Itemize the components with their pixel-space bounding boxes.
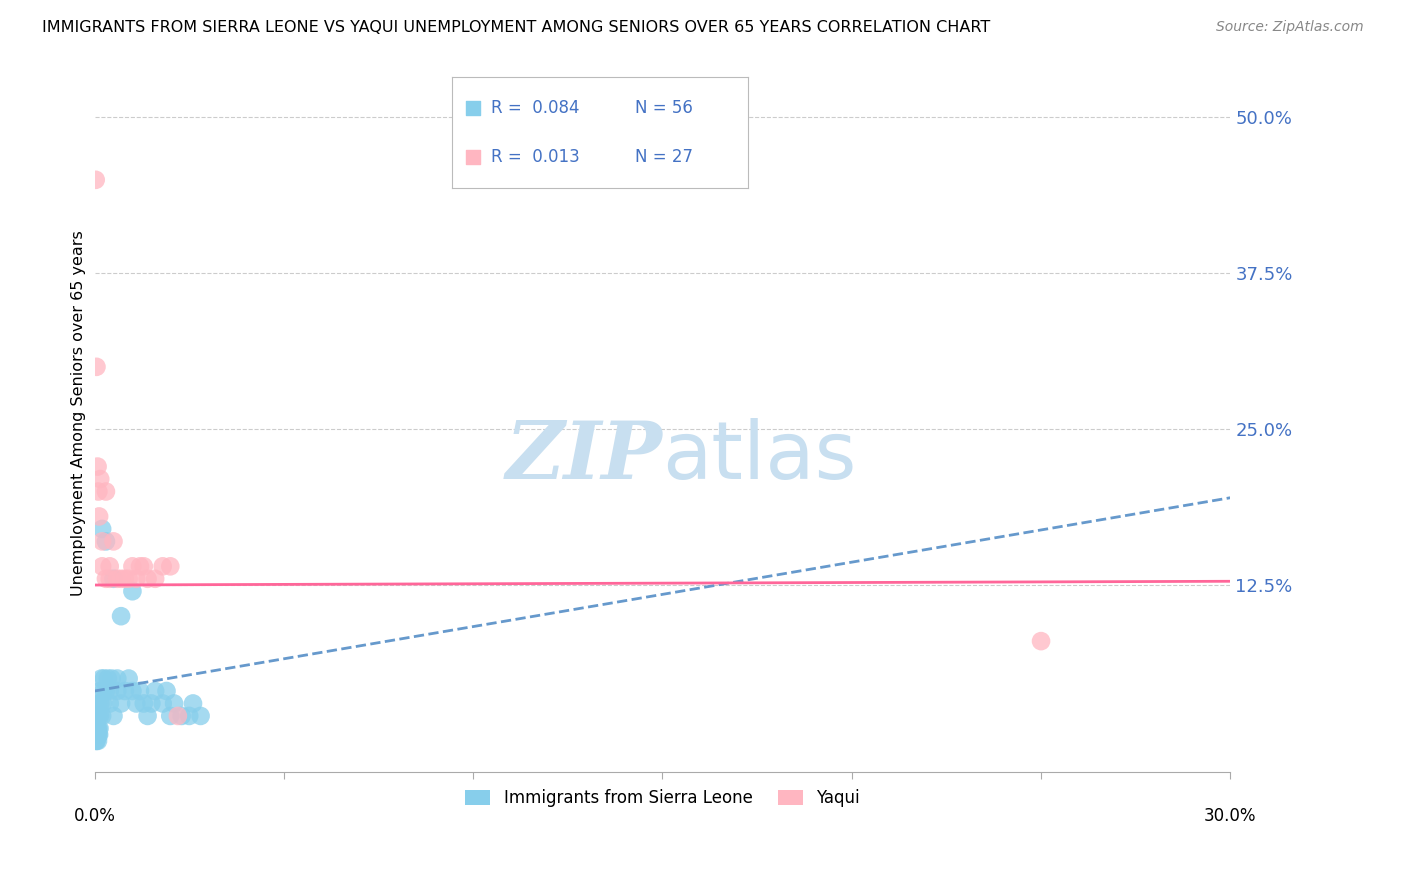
Point: [87, 722, 110, 736]
Point: [121, 684, 143, 698]
Point: [159, 559, 181, 574]
Point: [136, 709, 159, 723]
Point: [181, 697, 204, 711]
Point: [132, 697, 155, 711]
Point: [86, 728, 108, 742]
Point: [143, 684, 166, 698]
Point: [143, 572, 166, 586]
Point: [114, 572, 136, 586]
Point: [89, 709, 111, 723]
Point: [86, 722, 108, 736]
Point: [105, 672, 128, 686]
Point: [110, 697, 132, 711]
Point: [179, 709, 201, 723]
Y-axis label: Unemployment Among Seniors over 65 years: Unemployment Among Seniors over 65 years: [72, 231, 86, 597]
Point: [90, 684, 112, 698]
Point: [91, 697, 114, 711]
Point: [86, 359, 108, 374]
Point: [89, 722, 111, 736]
Point: [105, 572, 128, 586]
Point: [170, 709, 193, 723]
Point: [105, 684, 128, 698]
Point: [89, 472, 111, 486]
Point: [84, 722, 107, 736]
Point: [117, 572, 139, 586]
Point: [90, 672, 112, 686]
Point: [121, 559, 143, 574]
Point: [103, 534, 125, 549]
Point: [91, 709, 114, 723]
Text: 0.0%: 0.0%: [73, 807, 115, 825]
Point: [94, 484, 117, 499]
Point: [155, 684, 177, 698]
Point: [87, 728, 110, 742]
Point: [93, 684, 115, 698]
Point: [91, 522, 114, 536]
Point: [103, 709, 125, 723]
Text: IMMIGRANTS FROM SIERRA LEONE VS YAQUI UNEMPLOYMENT AMONG SENIORS OVER 65 YEARS C: IMMIGRANTS FROM SIERRA LEONE VS YAQUI UN…: [42, 20, 990, 35]
Point: [94, 572, 117, 586]
Point: [167, 709, 190, 723]
Point: [100, 672, 122, 686]
Point: [91, 534, 114, 549]
Point: [152, 559, 174, 574]
Text: atlas: atlas: [662, 417, 856, 496]
Point: [94, 534, 117, 549]
Point: [114, 684, 136, 698]
Point: [87, 509, 110, 524]
Point: [98, 572, 121, 586]
Point: [86, 459, 108, 474]
Point: [125, 572, 148, 586]
Point: [121, 584, 143, 599]
Point: [84, 173, 107, 187]
Point: [84, 709, 107, 723]
Point: [84, 728, 107, 742]
Point: [159, 709, 181, 723]
Point: [190, 709, 212, 723]
Point: [87, 697, 110, 711]
Point: [117, 672, 139, 686]
Point: [110, 609, 132, 624]
Point: [132, 559, 155, 574]
Point: [97, 672, 120, 686]
Point: [87, 484, 110, 499]
Point: [110, 572, 132, 586]
Point: [1029, 634, 1052, 648]
Point: [129, 559, 152, 574]
Point: [98, 697, 121, 711]
Point: [163, 697, 186, 711]
Point: [87, 709, 110, 723]
Point: [141, 697, 163, 711]
Point: [103, 572, 125, 586]
Point: [89, 697, 111, 711]
Point: [129, 684, 152, 698]
Text: 30.0%: 30.0%: [1204, 807, 1257, 825]
Point: [87, 734, 110, 748]
Point: [86, 728, 108, 742]
Point: [86, 722, 108, 736]
Point: [86, 709, 108, 723]
Point: [98, 559, 121, 574]
Point: [136, 572, 159, 586]
Legend: Immigrants from Sierra Leone, Yaqui: Immigrants from Sierra Leone, Yaqui: [458, 782, 866, 814]
Point: [91, 559, 114, 574]
Point: [94, 684, 117, 698]
Text: ZIP: ZIP: [506, 417, 662, 495]
Point: [93, 672, 115, 686]
Point: [84, 734, 107, 748]
Point: [125, 697, 148, 711]
Text: Source: ZipAtlas.com: Source: ZipAtlas.com: [1216, 20, 1364, 34]
Point: [87, 728, 110, 742]
Point: [86, 734, 108, 748]
Point: [152, 697, 174, 711]
Point: [98, 684, 121, 698]
